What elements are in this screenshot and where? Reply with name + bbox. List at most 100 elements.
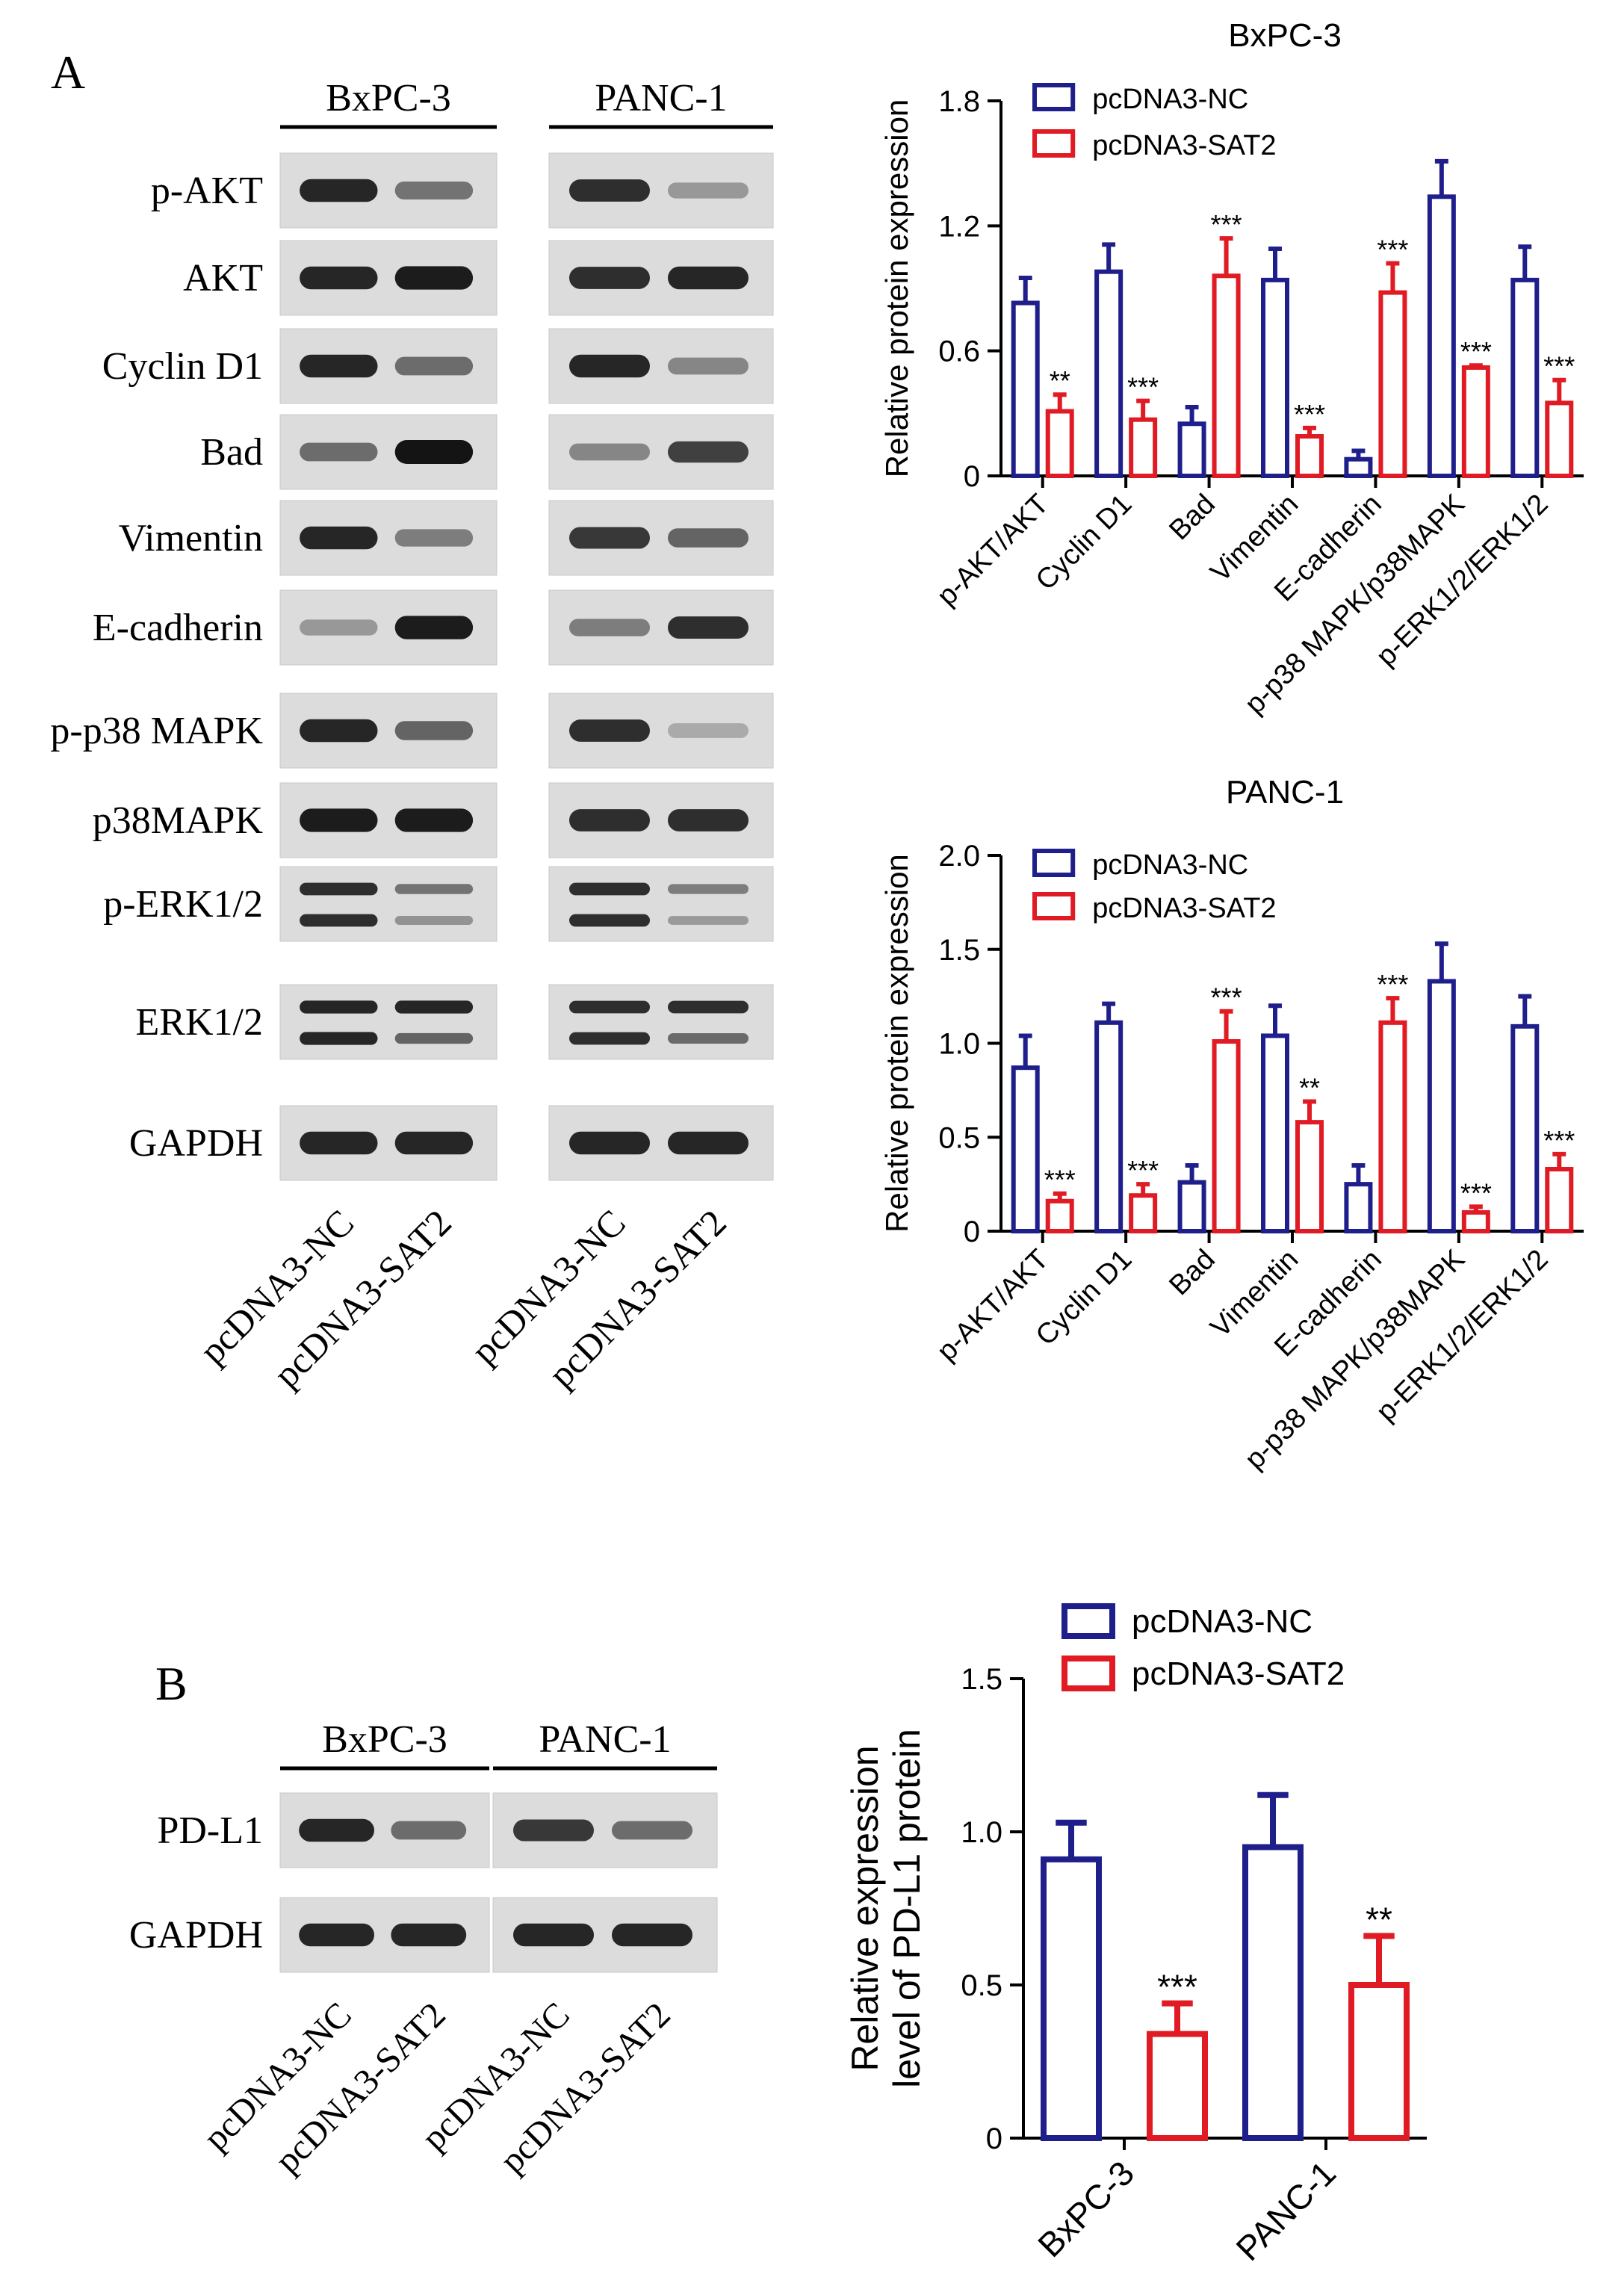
bar-sat2: [1212, 1038, 1241, 1233]
bar-sat2: [1378, 290, 1407, 479]
blot-band: [569, 809, 650, 831]
bar-nc: [1427, 979, 1456, 1233]
blot-band: [394, 884, 474, 894]
blot-band: [569, 1000, 650, 1014]
blot-band: [300, 179, 378, 202]
blot-band: [569, 179, 650, 202]
legend-label: pcDNA3-SAT2: [1092, 130, 1276, 161]
y-tick-label: 0: [964, 460, 980, 493]
legend-swatch: [1032, 849, 1076, 877]
bar-sat2: [1295, 434, 1324, 478]
significance-label: **: [1299, 1072, 1320, 1103]
blot-band: [668, 616, 749, 639]
bar-sat2: [1129, 1193, 1158, 1233]
y-tick-label: 1.5: [938, 934, 980, 967]
cell-line-header: BxPC-3: [326, 77, 451, 120]
bar-sat2: [1461, 1210, 1490, 1233]
blot-band: [668, 528, 749, 548]
bar-sat2: [1461, 365, 1490, 478]
bar-chart-panc1: PANC-1 0 0.5 1.0 1.5 2.0 Relative protein expr…: [879, 774, 1584, 1475]
blot-band: [394, 808, 474, 832]
blot-band: [300, 914, 378, 927]
y-tick-label: 1.5: [961, 1663, 1002, 1696]
blot-band: [300, 1131, 378, 1155]
bar-nc: [1510, 1023, 1540, 1233]
bar-sat2: [1545, 400, 1574, 479]
significance-label: ***: [1377, 969, 1408, 1000]
bar-nc: [1427, 194, 1456, 478]
blot-band: [569, 914, 650, 927]
blot-band: [668, 809, 749, 831]
bar-sat2: [1212, 273, 1241, 478]
panel-label: B: [155, 1657, 187, 1710]
blot-band: [300, 719, 378, 743]
blot-band: [668, 723, 749, 738]
legend-label: pcDNA3-NC: [1092, 84, 1248, 115]
blot-band: [569, 719, 650, 742]
y-tick-label: 0.5: [938, 1121, 980, 1154]
blot-band: [668, 182, 749, 199]
significance-label: ***: [1044, 1165, 1076, 1195]
bar-nc: [1261, 1033, 1289, 1233]
blot-band: [513, 1923, 594, 1947]
bar-sat2: [1348, 1982, 1410, 2141]
lane-label: pcDNA3-SAT2: [265, 1201, 459, 1396]
bar-nc: [1344, 456, 1373, 479]
blot-strip: [279, 984, 498, 1060]
blot-band: [569, 267, 650, 289]
x-tick-label: p-AKT/AKT: [932, 489, 1056, 613]
blot-band: [569, 527, 650, 549]
y-tick-label: 1.0: [938, 1028, 980, 1061]
y-axis-label: Relative expression: [844, 1745, 886, 2071]
legend-swatch: [1062, 1603, 1115, 1639]
significance-label: ***: [1460, 336, 1492, 367]
bar-nc: [1177, 1180, 1206, 1233]
blot-band: [394, 529, 474, 547]
y-tick-label: 0: [964, 1215, 980, 1248]
blot-band: [668, 357, 749, 375]
y-tick-label: 1.2: [938, 210, 980, 243]
blot-band: [569, 882, 650, 896]
blot-strip: [548, 866, 774, 942]
bar-nc: [1177, 421, 1206, 478]
blot-band: [668, 266, 749, 290]
blot-band: [300, 1032, 378, 1045]
blot-band: [668, 1032, 749, 1044]
blot-band: [300, 808, 378, 832]
blot-band: [391, 1923, 467, 1947]
blot-band: [300, 882, 378, 896]
blot-band: [668, 441, 749, 463]
bar-nc: [1242, 1844, 1304, 2141]
blot-row-label: Cyclin D1: [102, 345, 263, 388]
blot-row-label: Bad: [200, 431, 263, 474]
significance-label: ***: [1127, 1155, 1159, 1186]
blot-row-label: Vimentin: [119, 517, 263, 560]
bar-nc: [1344, 1182, 1373, 1233]
blot-band: [569, 619, 650, 637]
blot-band: [394, 1131, 474, 1155]
lane-label: pcDNA3-SAT2: [267, 1995, 453, 2181]
western-blot-panel-a: A BxPC-3 PANC-1 p-AKT AKT Cyclin D1 Bad Vimenti…: [50, 46, 774, 1396]
y-tick-label: 0.5: [961, 1969, 1002, 2002]
bar-nc: [1011, 1065, 1040, 1233]
blot-band: [668, 884, 749, 894]
blot-row-label: E-cadherin: [93, 607, 263, 649]
x-tick-label: Bad: [1163, 1244, 1221, 1302]
blot-row-label: p-ERK1/2: [103, 883, 263, 926]
bar-nc: [1261, 277, 1289, 478]
significance-label: ***: [1294, 399, 1325, 430]
legend-swatch: [1032, 892, 1076, 920]
chart-title: BxPC-3: [1228, 17, 1342, 54]
blot-band: [394, 266, 474, 290]
chart-title: PANC-1: [1226, 774, 1344, 811]
blot-row-label: GAPDH: [129, 1914, 263, 1957]
blot-band: [299, 1818, 374, 1842]
blot-band: [513, 1819, 594, 1842]
blot-band: [394, 1032, 474, 1044]
blot-strip: [548, 984, 774, 1060]
y-axis-label: level of PD-L1 protein: [886, 1729, 928, 2088]
y-tick-label: 1.8: [938, 85, 980, 118]
bar-chart-bxpc3: BxPC-3 0 0.6 1.2 1.8 Relative protein express…: [879, 17, 1584, 720]
